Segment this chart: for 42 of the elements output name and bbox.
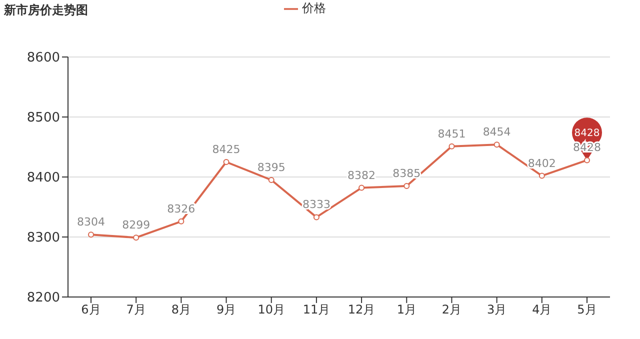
data-label: 8333	[302, 198, 330, 212]
x-tick-label: 9月	[216, 302, 236, 317]
x-tick-label: 12月	[348, 302, 376, 317]
point	[494, 142, 500, 148]
y-tick-label: 8600	[26, 50, 60, 66]
point	[178, 218, 184, 224]
x-tick-label: 11月	[302, 302, 330, 317]
data-label: 8454	[482, 126, 511, 139]
y-tick-label: 8300	[26, 230, 60, 246]
data-label: 8385	[392, 167, 421, 180]
point	[358, 184, 365, 191]
x-tick-label: 7月	[126, 302, 146, 317]
point	[404, 183, 410, 189]
point	[313, 214, 320, 220]
chart-title: 新市房价走势图	[4, 2, 88, 19]
point	[88, 232, 94, 238]
x-tick-label: 4月	[532, 302, 552, 317]
x-tick-label: 1月	[396, 302, 416, 317]
legend-label: 价格	[302, 1, 326, 15]
point	[538, 172, 545, 179]
data-label: 8304	[77, 216, 105, 229]
y-tick-label: 8200	[26, 290, 60, 306]
point	[133, 234, 140, 241]
y-tick-label: 8400	[26, 170, 60, 186]
point	[223, 159, 230, 165]
x-tick-label: 2月	[442, 302, 462, 317]
x-tick-label: 8月	[171, 302, 191, 317]
point	[448, 143, 455, 150]
x-tick-label: 6月	[81, 302, 101, 317]
data-label: 8382	[348, 168, 376, 182]
x-tick-label: 10月	[258, 302, 286, 317]
data-label: 8451	[438, 127, 466, 140]
y-tick-label: 8500	[26, 110, 60, 126]
point	[584, 157, 590, 164]
data-label: 8402	[528, 156, 556, 170]
annotation: 8428	[574, 128, 600, 140]
data-label: 8395	[257, 161, 286, 174]
point	[268, 177, 274, 183]
x-tick-label: 3月	[487, 302, 507, 317]
data-label: 8299	[122, 218, 150, 232]
x-tick-label: 5月	[577, 302, 597, 317]
data-label: 8425	[212, 143, 240, 156]
